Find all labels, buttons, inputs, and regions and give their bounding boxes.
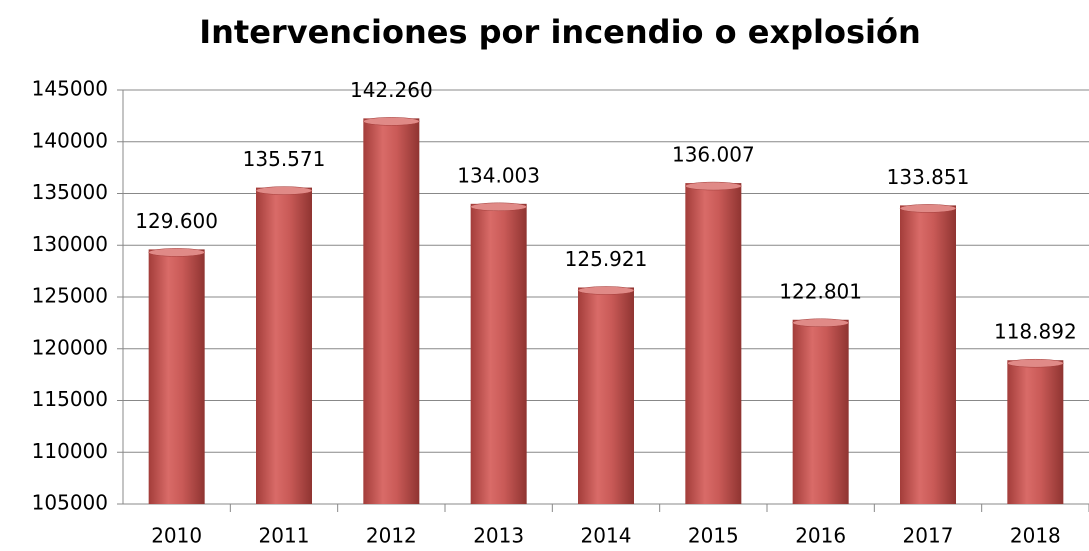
x-tick-label: 2018 (1010, 524, 1061, 548)
bar-cap (685, 181, 742, 191)
x-tick-label: 2017 (903, 524, 954, 548)
bar (900, 205, 956, 504)
data-label: 142.260 (350, 78, 433, 102)
bar (1007, 360, 1064, 504)
data-label: 125.921 (565, 247, 648, 271)
data-label: 135.571 (243, 147, 326, 171)
bar (363, 118, 420, 504)
bar (470, 203, 527, 504)
data-label: 133.851 (887, 165, 970, 189)
x-tick-label: 2012 (366, 524, 417, 548)
x-tick-label: 2016 (795, 524, 846, 548)
data-label: 134.003 (457, 163, 540, 187)
y-tick-label: 130000 (32, 232, 108, 256)
bar-cap (148, 248, 205, 257)
bar-cap (899, 204, 957, 213)
bar-cap (577, 286, 635, 295)
data-label: 118.892 (994, 320, 1077, 344)
x-tick-label: 2010 (151, 524, 202, 548)
bar (792, 319, 849, 504)
y-tick-label: 145000 (32, 77, 108, 101)
bar (685, 183, 742, 504)
y-tick-label: 105000 (32, 491, 108, 515)
x-tick-label: 2013 (473, 524, 524, 548)
y-tick-label: 125000 (32, 284, 108, 308)
y-tick-label: 120000 (32, 335, 108, 359)
data-label: 136.007 (672, 143, 755, 167)
y-tick-label: 135000 (32, 180, 108, 204)
bar-cap (470, 202, 527, 212)
x-tick-label: 2011 (259, 524, 310, 548)
bar-cap (363, 117, 420, 126)
bar (578, 287, 634, 504)
chart-title: Intervenciones por incendio o explosión (199, 13, 921, 51)
bar-cap (1007, 358, 1064, 368)
x-tick-label: 2015 (688, 524, 739, 548)
y-tick-label: 110000 (32, 439, 108, 463)
bar-cap (255, 186, 313, 195)
data-label: 122.801 (779, 279, 862, 303)
y-tick-label: 140000 (32, 128, 108, 152)
bar (256, 187, 312, 504)
bar (148, 249, 205, 504)
x-tick-label: 2014 (581, 524, 632, 548)
bar-cap (792, 318, 849, 328)
y-tick-label: 115000 (32, 387, 108, 411)
data-label: 129.600 (135, 209, 218, 233)
